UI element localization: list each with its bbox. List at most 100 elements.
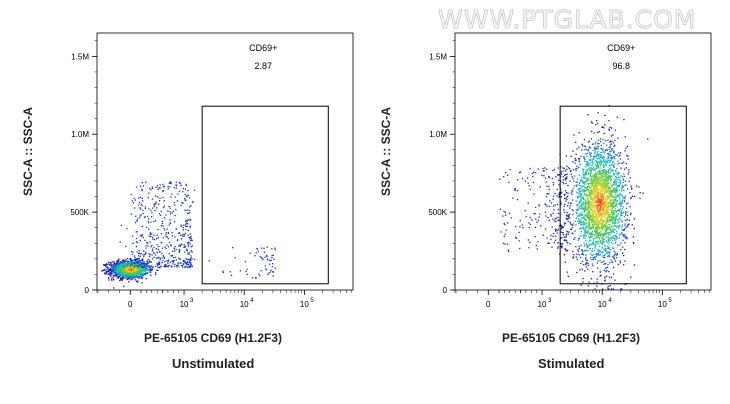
event-dot: [169, 219, 171, 221]
event-dot: [575, 159, 577, 161]
event-dot: [557, 167, 559, 169]
event-dot: [590, 232, 592, 234]
event-dot: [604, 175, 606, 177]
event-dot: [606, 225, 609, 227]
event-dot: [565, 248, 567, 250]
event-dot: [601, 203, 603, 205]
event-dot: [602, 227, 605, 229]
event-dot: [584, 226, 587, 229]
event-dot: [580, 214, 582, 217]
event-dot: [580, 244, 582, 247]
event-dot: [608, 146, 610, 148]
event-dot: [584, 189, 586, 192]
event-dot: [577, 250, 580, 252]
event-dot: [179, 244, 181, 246]
event-dot: [624, 237, 627, 239]
event-dot: [565, 217, 568, 220]
event-dot: [612, 288, 614, 290]
event-dot: [135, 260, 137, 262]
event-dot: [586, 231, 588, 233]
event-dot: [607, 197, 609, 199]
event-dot: [587, 268, 589, 270]
event-dot: [599, 190, 602, 192]
event-dot: [623, 175, 626, 177]
event-dot: [602, 209, 604, 211]
event-dot: [621, 208, 623, 210]
event-dot: [178, 265, 180, 267]
event-dot: [588, 159, 590, 161]
event-dot: [107, 270, 109, 273]
event-dot: [580, 205, 582, 207]
event-dot: [145, 272, 147, 274]
event-dot: [564, 194, 566, 196]
event-dot: [132, 261, 134, 263]
event-dot: [601, 174, 603, 176]
event-dot: [162, 206, 165, 209]
event-dot: [114, 274, 116, 276]
event-dot: [135, 276, 137, 278]
event-dot: [182, 227, 184, 229]
event-dot: [613, 174, 615, 176]
event-dot: [604, 229, 607, 232]
event-dot: [607, 232, 609, 234]
event-dot: [592, 149, 594, 152]
event-dot: [583, 156, 585, 158]
event-dot: [608, 276, 611, 278]
event-dot: [519, 171, 521, 174]
event-dot: [597, 203, 600, 206]
event-dot: [546, 205, 548, 207]
event-dot: [603, 191, 606, 193]
event-dot: [578, 213, 580, 215]
event-dot: [561, 236, 563, 239]
event-dot: [596, 176, 598, 178]
event-dot: [538, 216, 540, 218]
event-dot: [617, 160, 619, 162]
event-dot: [546, 193, 549, 195]
event-dot: [611, 175, 613, 177]
event-dot: [162, 260, 164, 262]
event-dot: [571, 193, 573, 196]
event-dot: [604, 217, 607, 219]
event-dot: [589, 156, 591, 158]
event-dot: [186, 209, 188, 211]
event-dot: [565, 192, 568, 194]
event-dot: [580, 193, 582, 196]
event-dot: [558, 179, 560, 181]
event-dot: [149, 266, 151, 268]
event-dot: [145, 265, 147, 268]
event-dot: [141, 204, 143, 207]
event-dot: [144, 270, 146, 272]
event-dot: [582, 179, 584, 181]
event-dot: [612, 256, 614, 259]
event-dot: [570, 192, 572, 194]
event-dot: [609, 218, 611, 221]
event-dot: [600, 230, 602, 232]
event-dot: [614, 260, 617, 262]
event-dot: [584, 200, 587, 202]
event-dot: [602, 175, 604, 177]
event-dot: [151, 216, 153, 218]
event-dot: [561, 227, 563, 229]
event-dot: [589, 195, 591, 198]
event-dot: [605, 159, 607, 161]
event-dot: [564, 170, 566, 172]
event-dot: [509, 169, 511, 171]
event-dot: [186, 248, 188, 250]
event-dot: [602, 243, 604, 245]
event-dot: [157, 264, 159, 266]
event-dot: [114, 265, 116, 268]
event-dot: [609, 168, 611, 170]
event-dot: [123, 267, 125, 270]
y-tick-label: 1.0M: [71, 130, 89, 139]
event-dot: [529, 216, 531, 219]
event-dot: [120, 224, 122, 227]
event-dot: [146, 268, 148, 270]
event-dot: [143, 261, 145, 263]
event-dot: [630, 197, 632, 199]
event-dot: [174, 265, 176, 267]
event-dot: [137, 280, 139, 282]
event-dot: [131, 266, 133, 269]
event-dot: [608, 183, 610, 185]
event-dot: [628, 219, 631, 221]
